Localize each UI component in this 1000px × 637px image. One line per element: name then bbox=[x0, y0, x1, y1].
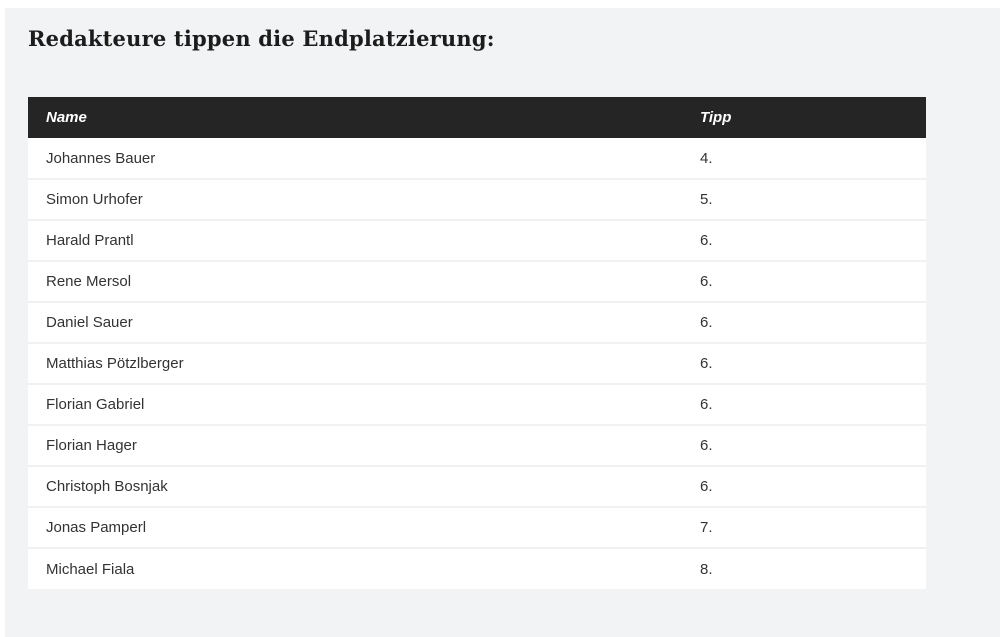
column-header-tipp: Tipp bbox=[682, 97, 926, 138]
table-row: Matthias Pötzlberger 6. bbox=[28, 343, 926, 385]
table-row: Christoph Bosnjak 6. bbox=[28, 466, 926, 508]
table-row: Rene Mersol 6. bbox=[28, 261, 926, 303]
cell-tipp: 4. bbox=[682, 138, 926, 180]
content-background: Redakteure tippen die Endplatzierung: Na… bbox=[5, 8, 1000, 637]
cell-tipp: 6. bbox=[682, 220, 926, 262]
table-header: Name Tipp bbox=[28, 97, 926, 138]
cell-tipp: 6. bbox=[682, 302, 926, 344]
cell-name: Florian Hager bbox=[28, 425, 682, 467]
table-row: Simon Urhofer 5. bbox=[28, 179, 926, 221]
cell-tipp: 6. bbox=[682, 425, 926, 467]
cell-name: Rene Mersol bbox=[28, 261, 682, 303]
cell-name: Simon Urhofer bbox=[28, 179, 682, 221]
table-row: Daniel Sauer 6. bbox=[28, 302, 926, 344]
tip-table: Name Tipp Johannes Bauer 4. Simon Urhofe… bbox=[28, 97, 926, 589]
cell-name: Harald Prantl bbox=[28, 220, 682, 262]
cell-name: Florian Gabriel bbox=[28, 384, 682, 426]
table-row: Florian Gabriel 6. bbox=[28, 384, 926, 426]
cell-name: Michael Fiala bbox=[28, 548, 682, 589]
table-row: Jonas Pamperl 7. bbox=[28, 507, 926, 549]
cell-name: Daniel Sauer bbox=[28, 302, 682, 344]
cell-tipp: 6. bbox=[682, 466, 926, 508]
table-row: Johannes Bauer 4. bbox=[28, 138, 926, 180]
column-header-name: Name bbox=[28, 97, 682, 138]
table-row: Harald Prantl 6. bbox=[28, 220, 926, 262]
cell-name: Jonas Pamperl bbox=[28, 507, 682, 549]
cell-tipp: 6. bbox=[682, 343, 926, 385]
cell-tipp: 7. bbox=[682, 507, 926, 549]
table-header-row: Name Tipp bbox=[28, 97, 926, 138]
cell-tipp: 6. bbox=[682, 384, 926, 426]
table-row: Michael Fiala 8. bbox=[28, 548, 926, 589]
table-row: Florian Hager 6. bbox=[28, 425, 926, 467]
cell-name: Matthias Pötzlberger bbox=[28, 343, 682, 385]
cell-tipp: 8. bbox=[682, 548, 926, 589]
cell-name: Christoph Bosnjak bbox=[28, 466, 682, 508]
cell-tipp: 5. bbox=[682, 179, 926, 221]
table-body: Johannes Bauer 4. Simon Urhofer 5. Haral… bbox=[28, 138, 926, 589]
cell-name: Johannes Bauer bbox=[28, 138, 682, 180]
page-title: Redakteure tippen die Endplatzierung: bbox=[28, 26, 495, 51]
cell-tipp: 6. bbox=[682, 261, 926, 303]
